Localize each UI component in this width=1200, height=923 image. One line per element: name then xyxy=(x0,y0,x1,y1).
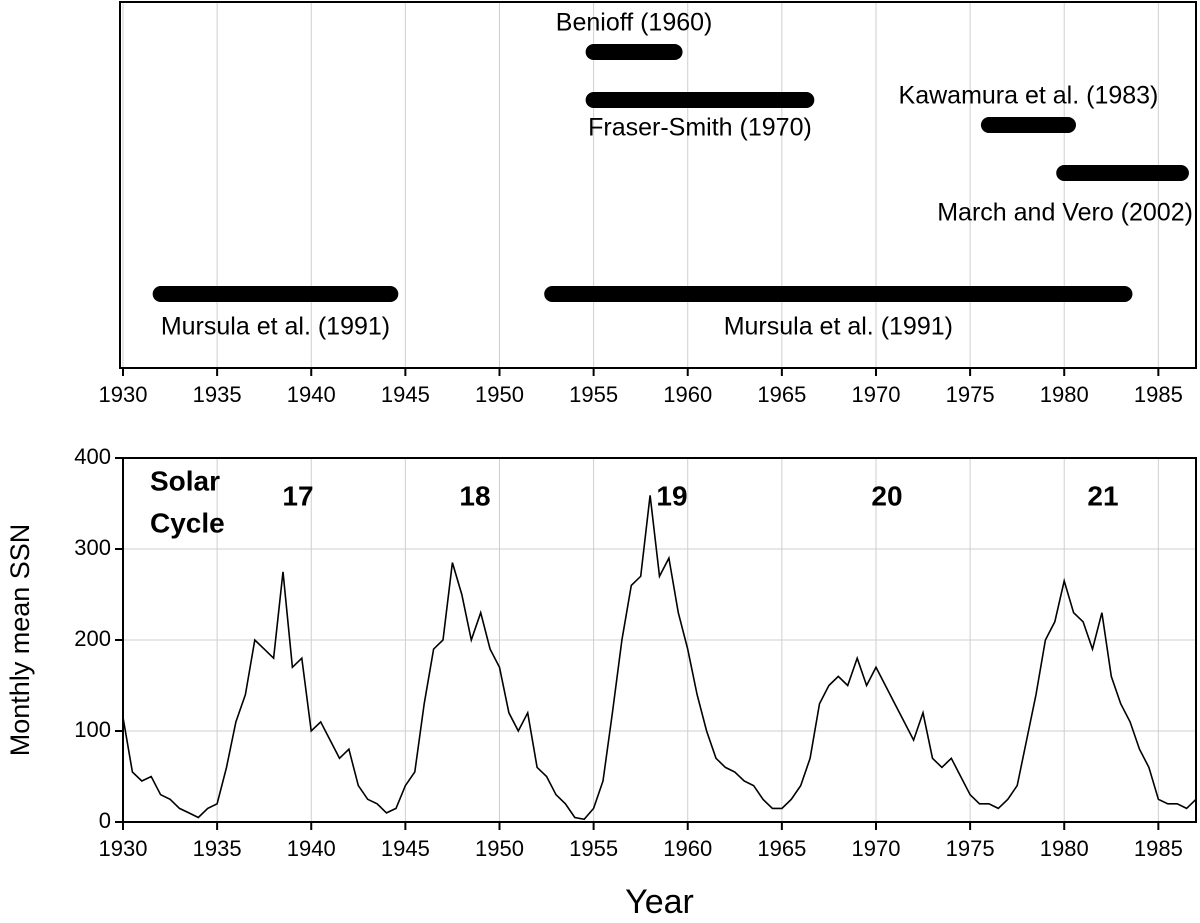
annotation: Cycle xyxy=(150,507,225,538)
bar-label: Mursula et al. (1991) xyxy=(724,313,953,341)
bar-label: Fraser-Smith (1970) xyxy=(588,114,812,142)
x-tick-label: 1970 xyxy=(852,382,901,407)
x-tick-label: 1955 xyxy=(569,382,618,407)
y-tick-label: 0 xyxy=(99,808,111,833)
x-tick-label: 1985 xyxy=(1134,382,1183,407)
x-tick-label: 1980 xyxy=(1040,382,1089,407)
cycle-label: 18 xyxy=(459,480,490,511)
x-tick-label: 1950 xyxy=(475,836,524,861)
range-bar xyxy=(1056,165,1189,181)
bar-label: March and Vero (2002) xyxy=(937,199,1193,227)
range-bar xyxy=(152,286,399,302)
x-tick-label: 1960 xyxy=(663,836,712,861)
x-tick-label: 1955 xyxy=(569,836,618,861)
y-tick-label: 300 xyxy=(74,535,111,560)
plot-frame xyxy=(122,457,1197,823)
x-tick-label: 1940 xyxy=(287,382,336,407)
x-tick-label: 1960 xyxy=(663,382,712,407)
x-tick-label: 1940 xyxy=(287,836,336,861)
range-bar xyxy=(585,92,815,108)
y-tick-label: 100 xyxy=(74,717,111,742)
x-tick-label: 1970 xyxy=(852,836,901,861)
bar-label: Kawamura et al. (1983) xyxy=(899,82,1159,110)
y-tick-label: 200 xyxy=(74,626,111,651)
x-tick-label: 1965 xyxy=(757,836,806,861)
cycle-label: 20 xyxy=(871,480,902,511)
x-tick-label: 1965 xyxy=(757,382,806,407)
range-bar xyxy=(585,44,683,60)
y-axis-label: Monthly mean SSN xyxy=(5,524,35,757)
annotation: Solar xyxy=(150,465,220,496)
bar-label: Mursula et al. (1991) xyxy=(161,313,390,341)
plot-frame xyxy=(119,1,1197,369)
cycle-label: 21 xyxy=(1087,480,1118,511)
x-tick-label: 1975 xyxy=(946,382,995,407)
x-tick-label: 1935 xyxy=(193,836,242,861)
x-axis-label: Year xyxy=(625,883,694,921)
x-tick-label: 1930 xyxy=(99,382,148,407)
x-tick-label: 1935 xyxy=(193,382,242,407)
cycle-label: 19 xyxy=(656,480,687,511)
ssn-line xyxy=(122,495,1197,821)
x-tick-label: 1930 xyxy=(99,836,148,861)
x-tick-label: 1950 xyxy=(475,382,524,407)
x-tick-label: 1975 xyxy=(946,836,995,861)
range-bar xyxy=(980,117,1076,133)
cycle-label: 17 xyxy=(282,480,313,511)
x-tick-label: 1985 xyxy=(1134,836,1183,861)
x-tick-label: 1980 xyxy=(1040,836,1089,861)
bar-label: Benioff (1960) xyxy=(556,9,713,37)
x-tick-label: 1945 xyxy=(381,382,430,407)
x-tick-label: 1945 xyxy=(381,836,430,861)
y-tick-label: 400 xyxy=(74,444,111,469)
range-bar xyxy=(544,286,1133,302)
